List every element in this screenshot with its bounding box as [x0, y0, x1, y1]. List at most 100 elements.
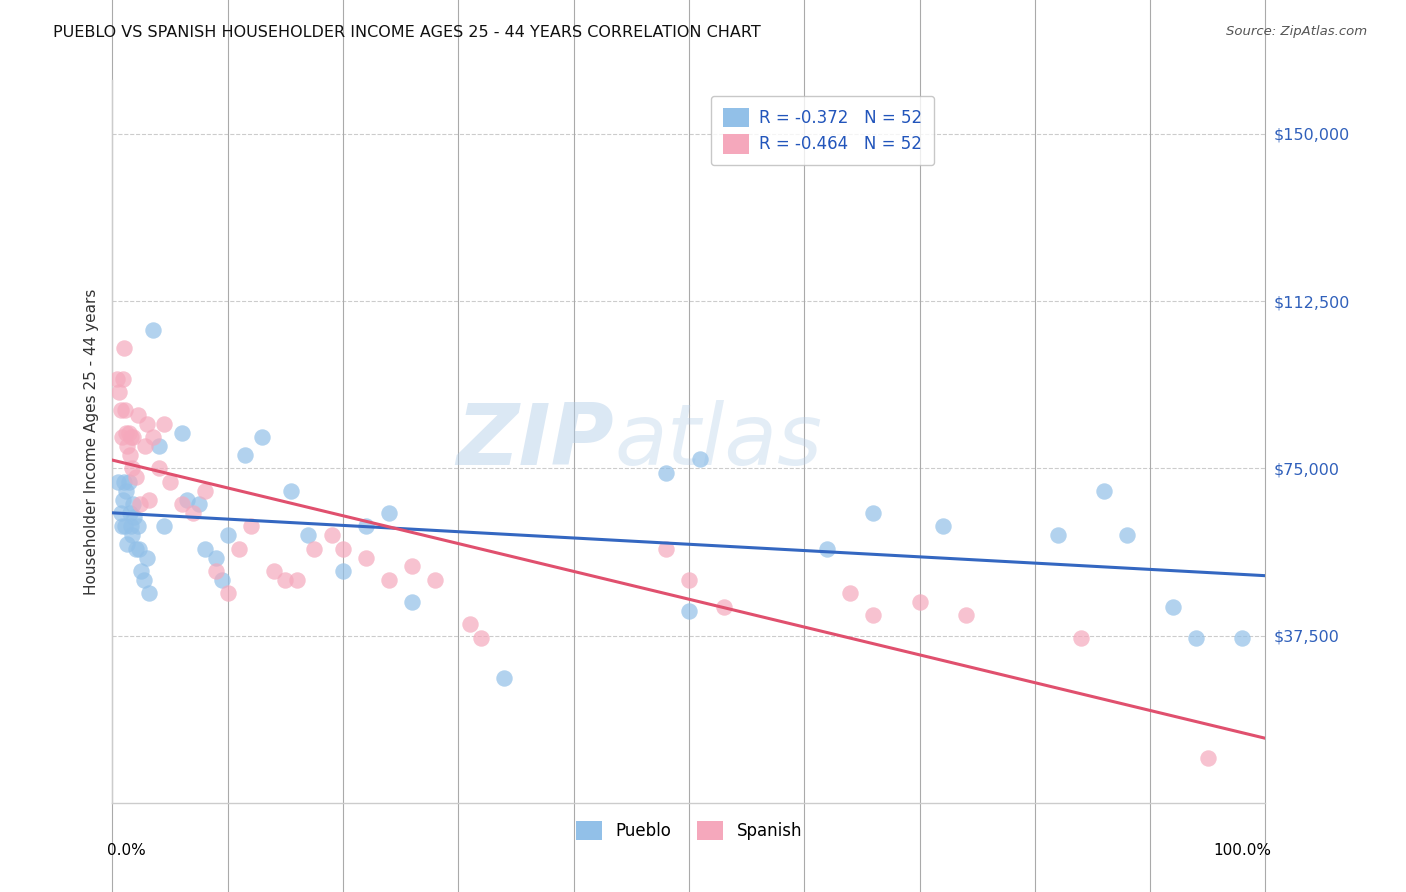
Text: Source: ZipAtlas.com: Source: ZipAtlas.com	[1226, 25, 1367, 38]
Point	[159, 475, 181, 489]
Point	[263, 564, 285, 578]
Point	[205, 550, 228, 565]
Point	[297, 528, 319, 542]
Point	[1161, 599, 1184, 614]
Text: 0.0%: 0.0%	[107, 843, 145, 857]
Point	[181, 506, 204, 520]
Point	[1185, 631, 1208, 645]
Point	[127, 408, 149, 422]
Point	[138, 586, 160, 600]
Point	[1092, 483, 1115, 498]
Point	[239, 519, 262, 533]
Point	[132, 573, 155, 587]
Point	[110, 403, 132, 417]
Point	[111, 372, 134, 386]
Point	[170, 497, 193, 511]
Point	[114, 403, 136, 417]
Point	[112, 475, 135, 489]
Point	[114, 519, 136, 533]
Point	[115, 425, 138, 440]
Point	[862, 506, 884, 520]
Point	[117, 425, 139, 440]
Point	[908, 595, 931, 609]
Point	[194, 541, 217, 556]
Point	[121, 461, 143, 475]
Point	[134, 439, 156, 453]
Point	[332, 564, 354, 578]
Point	[188, 497, 211, 511]
Point	[121, 528, 143, 542]
Point	[332, 541, 354, 556]
Point	[280, 483, 302, 498]
Point	[304, 541, 326, 556]
Point	[129, 497, 152, 511]
Point	[285, 573, 308, 587]
Point	[425, 573, 447, 587]
Point	[862, 608, 884, 623]
Text: ZIP: ZIP	[457, 400, 614, 483]
Point	[655, 541, 678, 556]
Point	[105, 372, 128, 386]
Point	[211, 573, 233, 587]
Point	[321, 528, 343, 542]
Point	[1197, 751, 1219, 765]
Point	[470, 631, 492, 645]
Point	[122, 497, 145, 511]
Point	[217, 586, 239, 600]
Point	[117, 537, 139, 551]
Point	[111, 430, 134, 444]
Point	[117, 475, 139, 489]
Point	[136, 417, 159, 431]
Text: 100.0%: 100.0%	[1213, 843, 1271, 857]
Point	[153, 519, 176, 533]
Point	[108, 385, 131, 400]
Point	[115, 483, 138, 498]
Point	[713, 599, 735, 614]
Point	[118, 448, 141, 462]
Point	[148, 439, 170, 453]
Point	[655, 466, 678, 480]
Point	[118, 506, 141, 520]
Point	[678, 573, 700, 587]
Point	[233, 448, 256, 462]
Point	[205, 564, 228, 578]
Point	[127, 519, 149, 533]
Point	[128, 541, 150, 556]
Point	[117, 439, 139, 453]
Point	[129, 564, 153, 578]
Y-axis label: Householder Income Ages 25 - 44 years: Householder Income Ages 25 - 44 years	[83, 288, 98, 595]
Point	[931, 519, 953, 533]
Point	[401, 559, 423, 574]
Point	[170, 425, 193, 440]
Point	[1046, 528, 1069, 542]
Point	[378, 573, 401, 587]
Point	[689, 452, 711, 467]
Point	[111, 519, 134, 533]
Point	[815, 541, 838, 556]
Point	[124, 470, 146, 484]
Point	[111, 492, 134, 507]
Point	[124, 541, 146, 556]
Point	[252, 430, 274, 444]
Point	[120, 430, 142, 444]
Text: PUEBLO VS SPANISH HOUSEHOLDER INCOME AGES 25 - 44 YEARS CORRELATION CHART: PUEBLO VS SPANISH HOUSEHOLDER INCOME AGE…	[53, 25, 761, 40]
Point	[176, 492, 198, 507]
Point	[378, 506, 401, 520]
Point	[1232, 631, 1254, 645]
Point	[354, 550, 377, 565]
Point	[194, 483, 217, 498]
Point	[217, 528, 239, 542]
Point	[274, 573, 297, 587]
Point	[839, 586, 862, 600]
Point	[494, 671, 516, 685]
Point	[120, 519, 142, 533]
Point	[124, 510, 146, 524]
Point	[153, 417, 176, 431]
Point	[142, 323, 165, 337]
Point	[1116, 528, 1139, 542]
Point	[1070, 631, 1092, 645]
Point	[354, 519, 377, 533]
Point	[955, 608, 977, 623]
Point	[148, 461, 170, 475]
Point	[401, 595, 423, 609]
